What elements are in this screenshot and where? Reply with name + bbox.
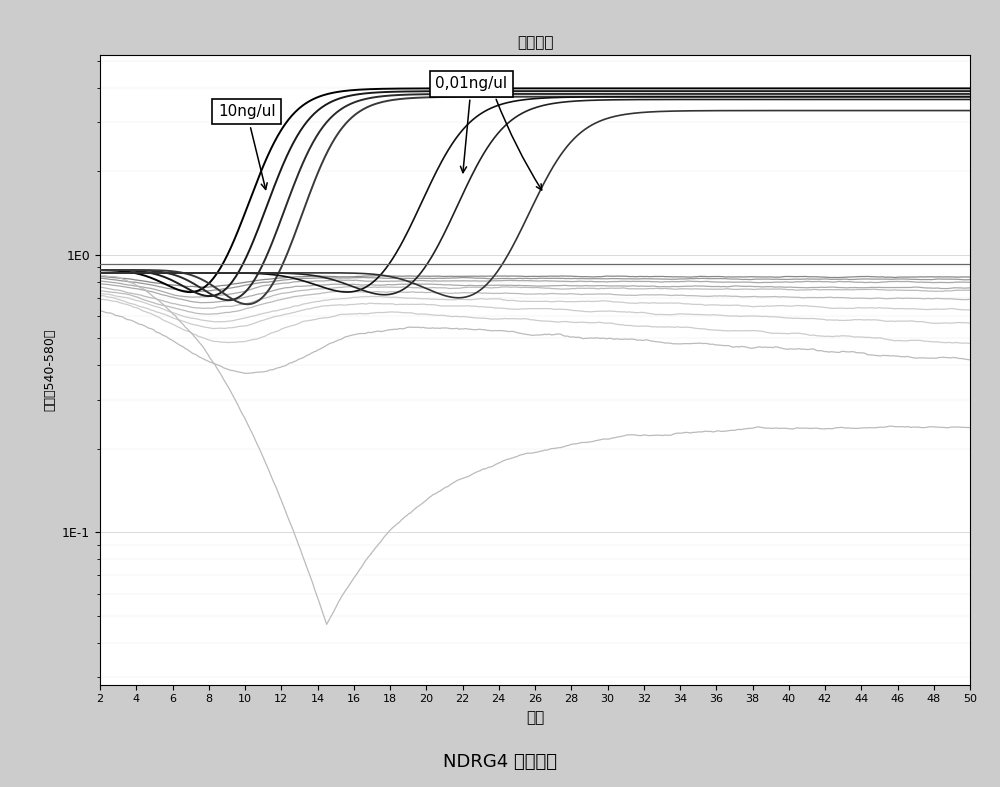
Y-axis label: 荧光（540-580）: 荧光（540-580） [44,329,57,411]
Text: 0,01ng/ul: 0,01ng/ul [435,76,507,172]
Title: 扩增曲线: 扩增曲线 [517,35,553,50]
X-axis label: 循环: 循环 [526,710,544,725]
Text: NDRG4 扩增曲线: NDRG4 扩增曲线 [443,753,557,771]
Text: 10ng/ul: 10ng/ul [218,104,275,190]
